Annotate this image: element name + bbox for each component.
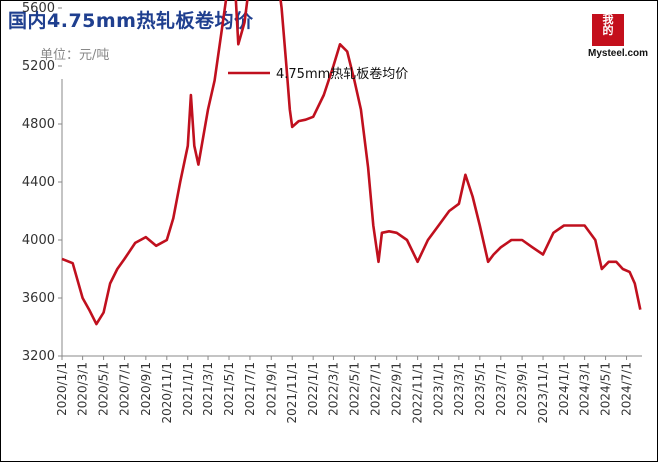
y-tick-label: 5600 (22, 1, 55, 16)
unit-label: 单位：元/吨 (40, 48, 110, 63)
logo-mark: 我的 (592, 14, 624, 46)
x-tick-label: 2024/5/1 (599, 362, 613, 416)
x-tick-label: 2021/3/1 (201, 362, 215, 416)
y-tick-label: 4000 (22, 233, 55, 248)
x-tick-label: 2023/11/1 (536, 362, 550, 424)
mysteel-logo: 我的 Mysteel.com (588, 14, 649, 62)
y-tick-label: 3600 (22, 291, 55, 306)
x-tick-label: 2022/9/1 (390, 362, 404, 416)
x-tick-label: 2022/1/1 (306, 362, 320, 416)
x-tick-label: 2020/3/1 (76, 362, 90, 416)
y-tick-label: 4800 (22, 117, 55, 132)
logo-brand-text: Mysteel.com (588, 48, 649, 59)
x-tick-label: 2023/9/1 (515, 362, 529, 416)
x-tick-label: 2024/1/1 (557, 362, 571, 416)
x-tick-label: 2021/7/1 (243, 362, 257, 416)
x-tick-label: 2020/1/1 (55, 362, 69, 416)
y-tick-label: 5200 (22, 59, 55, 74)
x-tick-label: 2020/9/1 (139, 362, 153, 416)
x-tick-label: 2023/1/1 (432, 362, 446, 416)
y-tick-label: 3200 (22, 349, 55, 364)
x-tick-label: 2020/5/1 (97, 362, 111, 416)
x-tick-label: 2021/5/1 (222, 362, 236, 416)
legend-label: 4.75mm热轧板卷均价 (276, 66, 408, 82)
y-tick-label: 4400 (22, 175, 55, 190)
x-tick-label: 2022/3/1 (326, 362, 340, 416)
x-tick-label: 2024/7/1 (620, 362, 634, 416)
x-tick-label: 2020/11/1 (160, 362, 174, 424)
x-tick-label: 2021/11/1 (285, 362, 299, 424)
x-tick-label: 2022/5/1 (347, 362, 361, 416)
series-line (61, 0, 642, 326)
x-tick-label: 2020/7/1 (118, 362, 132, 416)
x-tick-label: 2023/7/1 (494, 362, 508, 416)
x-tick-label: 2023/3/1 (452, 362, 466, 416)
chart-title: 国内4.75mm热轧板卷均价 (8, 10, 254, 32)
x-tick-label: 2022/11/1 (411, 362, 425, 424)
x-tick-label: 2021/1/1 (181, 362, 195, 416)
x-tick-label: 2022/7/1 (368, 362, 382, 416)
x-tick-label: 2021/9/1 (264, 362, 278, 416)
x-tick-label: 2023/5/1 (473, 362, 487, 416)
x-tick-label: 2024/3/1 (578, 362, 592, 416)
